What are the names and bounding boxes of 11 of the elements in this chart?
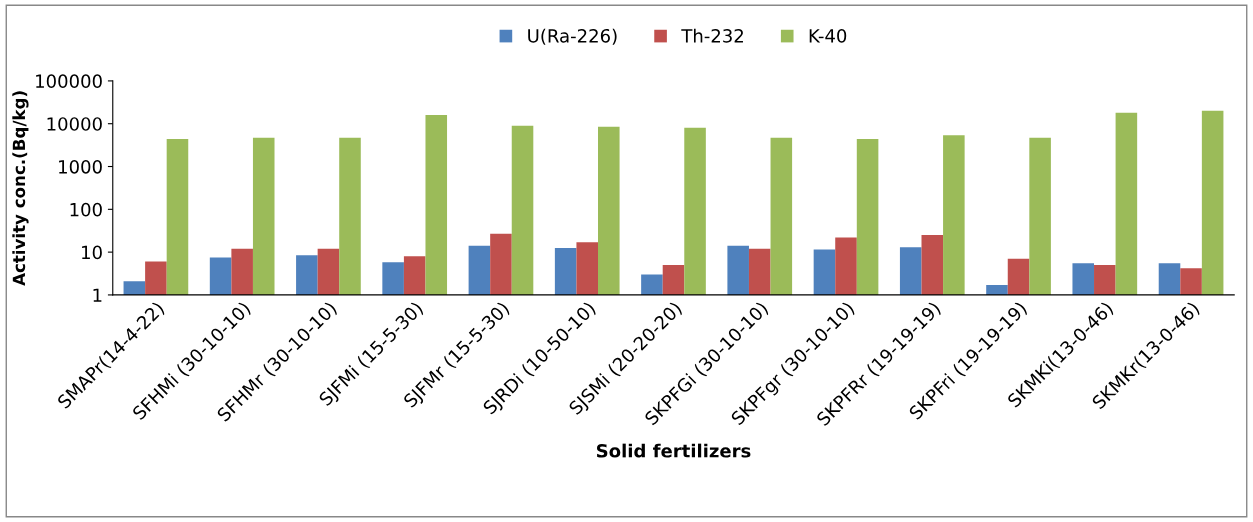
y-tick-label: 100000 xyxy=(36,74,102,89)
legend-label: K-40 xyxy=(809,28,847,43)
y-tick-label: 1000 xyxy=(59,159,102,174)
y-tick-label: 10000 xyxy=(47,117,102,131)
y-tick-label: 10 xyxy=(82,245,102,260)
x-axis-title: Solid fertilizers xyxy=(596,443,751,458)
legend-label: U(Ra-226) xyxy=(528,28,617,45)
y-axis-title: Activity conc.(Bq/kg) xyxy=(12,91,29,286)
legend-label: Th-232 xyxy=(681,28,743,43)
y-tick-label: 100 xyxy=(70,202,102,217)
y-tick-label: 1 xyxy=(93,288,102,302)
